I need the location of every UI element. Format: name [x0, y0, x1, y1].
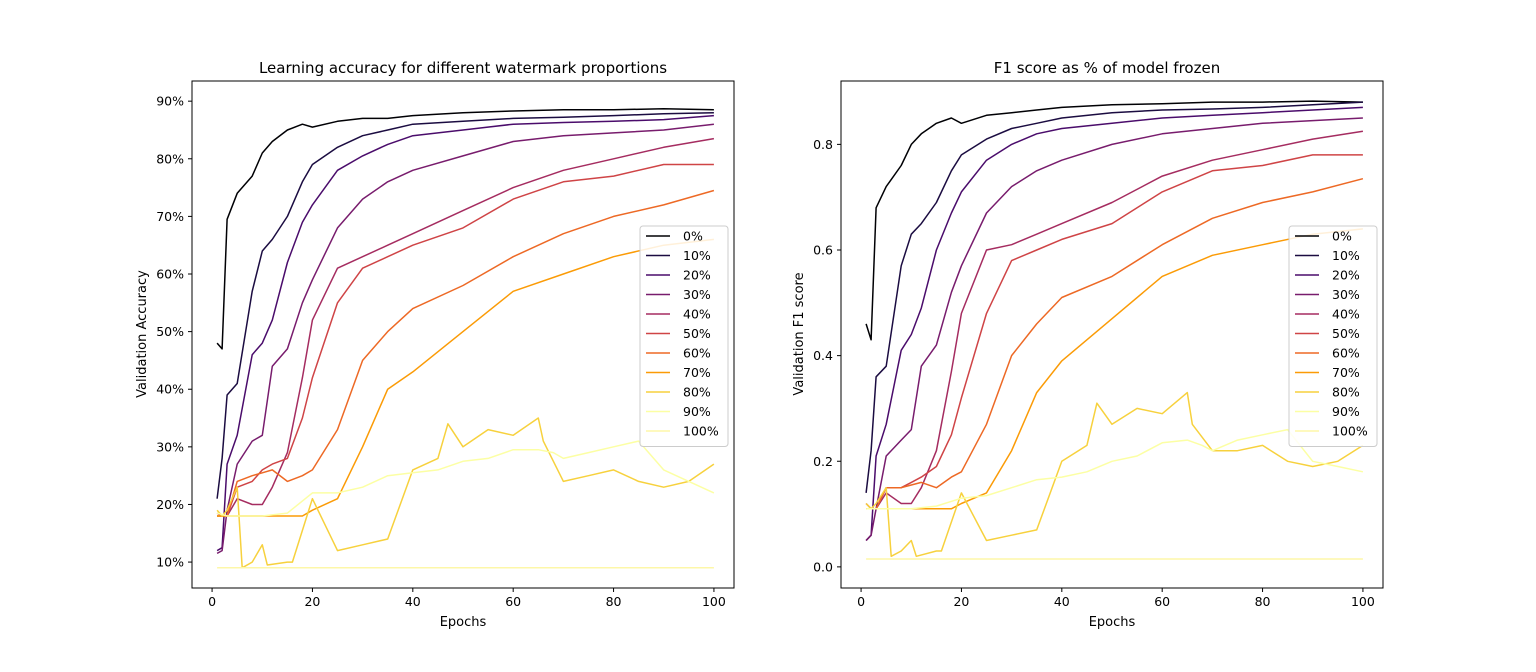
y-tick-label: 0.2 — [813, 454, 833, 469]
y-tick-label: 90% — [156, 94, 184, 109]
legend: 0% 10% 20% 30% 40% 50% 60% 70% 80% 90% 100% — [1288, 225, 1378, 447]
legend-label: 70% — [1332, 365, 1360, 380]
legend-label: 80% — [683, 385, 711, 400]
chart-title: Learning accuracy for different watermar… — [259, 59, 667, 77]
legend-label: 100% — [683, 424, 719, 439]
x-axis-label: Epochs — [440, 615, 487, 630]
series-line-1 — [216, 111, 714, 499]
y-tick-label: 0.8 — [813, 137, 833, 152]
series-line-8 — [865, 391, 1364, 558]
legend-label: 50% — [683, 326, 711, 341]
plot-frame — [840, 80, 1384, 589]
legend-label: 0% — [1332, 229, 1352, 244]
legend-label: 90% — [683, 404, 711, 419]
legend-label: 10% — [1332, 248, 1360, 263]
x-tick-label: 80 — [1255, 594, 1271, 609]
series-line-3 — [216, 123, 714, 555]
series-line-7 — [866, 228, 1363, 510]
y-tick-label: 0.6 — [813, 243, 833, 258]
plot-frame — [191, 80, 735, 589]
x-tick-label: 20 — [953, 594, 969, 609]
series-line-6 — [866, 177, 1364, 510]
x-tick-label: 100 — [702, 594, 726, 609]
legend-label: 70% — [683, 365, 711, 380]
legend-label: 20% — [683, 268, 711, 283]
y-tick-label: 0.0 — [813, 559, 833, 574]
x-tick-label: 80 — [606, 594, 622, 609]
y-axis-label: Validation Accuracy — [135, 270, 150, 398]
series-line-7 — [217, 238, 714, 517]
legend-label: 80% — [1332, 385, 1360, 400]
series-line-0 — [216, 107, 714, 350]
series-line-9 — [866, 428, 1364, 510]
y-axis-label: Validation F1 score — [792, 272, 807, 395]
series-line-2 — [865, 106, 1363, 542]
legend-label: 50% — [1332, 326, 1360, 341]
legend-label: 100% — [1332, 424, 1368, 439]
y-tick-label: 40% — [156, 382, 184, 397]
accuracy-chart: Learning accuracy for different watermar… — [135, 59, 735, 630]
x-tick-label: 60 — [1154, 594, 1170, 609]
legend-label: 90% — [1332, 404, 1360, 419]
x-tick-label: 0 — [857, 594, 865, 609]
legend-label: 40% — [683, 307, 711, 322]
legend-label: 20% — [1332, 268, 1360, 283]
x-tick-label: 40 — [405, 594, 421, 609]
series-line-9 — [216, 440, 715, 517]
legend-label: 0% — [683, 229, 703, 244]
series-lines — [216, 107, 715, 569]
x-axis-label: Epochs — [1089, 615, 1136, 630]
y-tick-label: 0.4 — [813, 348, 833, 363]
series-line-4 — [217, 137, 715, 517]
x-tick-label: 0 — [208, 594, 216, 609]
x-tick-label: 100 — [1351, 594, 1375, 609]
y-tick-label: 50% — [156, 324, 184, 339]
series-line-6 — [217, 189, 715, 517]
series-lines — [865, 100, 1364, 560]
f1-score-chart: F1 score as % of model frozen Epochs Val… — [792, 59, 1384, 630]
chart-title: F1 score as % of model frozen — [994, 59, 1220, 77]
legend-label: 60% — [1332, 346, 1360, 361]
y-tick-label: 20% — [156, 497, 184, 512]
x-tick-label: 20 — [304, 594, 320, 609]
series-line-0 — [865, 100, 1363, 341]
y-tick-label: 10% — [156, 555, 184, 570]
y-tick-label: 60% — [156, 267, 184, 282]
series-line-5 — [216, 163, 714, 517]
series-line-3 — [865, 117, 1363, 542]
series-line-1 — [865, 101, 1363, 493]
legend-label: 30% — [1332, 287, 1360, 302]
y-tick-label: 30% — [156, 439, 184, 454]
legend-label: 60% — [683, 346, 711, 361]
x-tick-label: 40 — [1054, 594, 1070, 609]
legend-label: 30% — [683, 287, 711, 302]
legend: 0% 10% 20% 30% 40% 50% 60% 70% 80% 90% 100% — [639, 225, 729, 447]
y-tick-label: 80% — [156, 151, 184, 166]
y-tick-label: 70% — [156, 209, 184, 224]
series-line-8 — [216, 417, 715, 569]
series-line-2 — [216, 114, 714, 552]
x-tick-label: 60 — [505, 594, 521, 609]
legend-label: 10% — [683, 248, 711, 263]
series-line-4 — [866, 130, 1364, 510]
legend-label: 40% — [1332, 307, 1360, 322]
